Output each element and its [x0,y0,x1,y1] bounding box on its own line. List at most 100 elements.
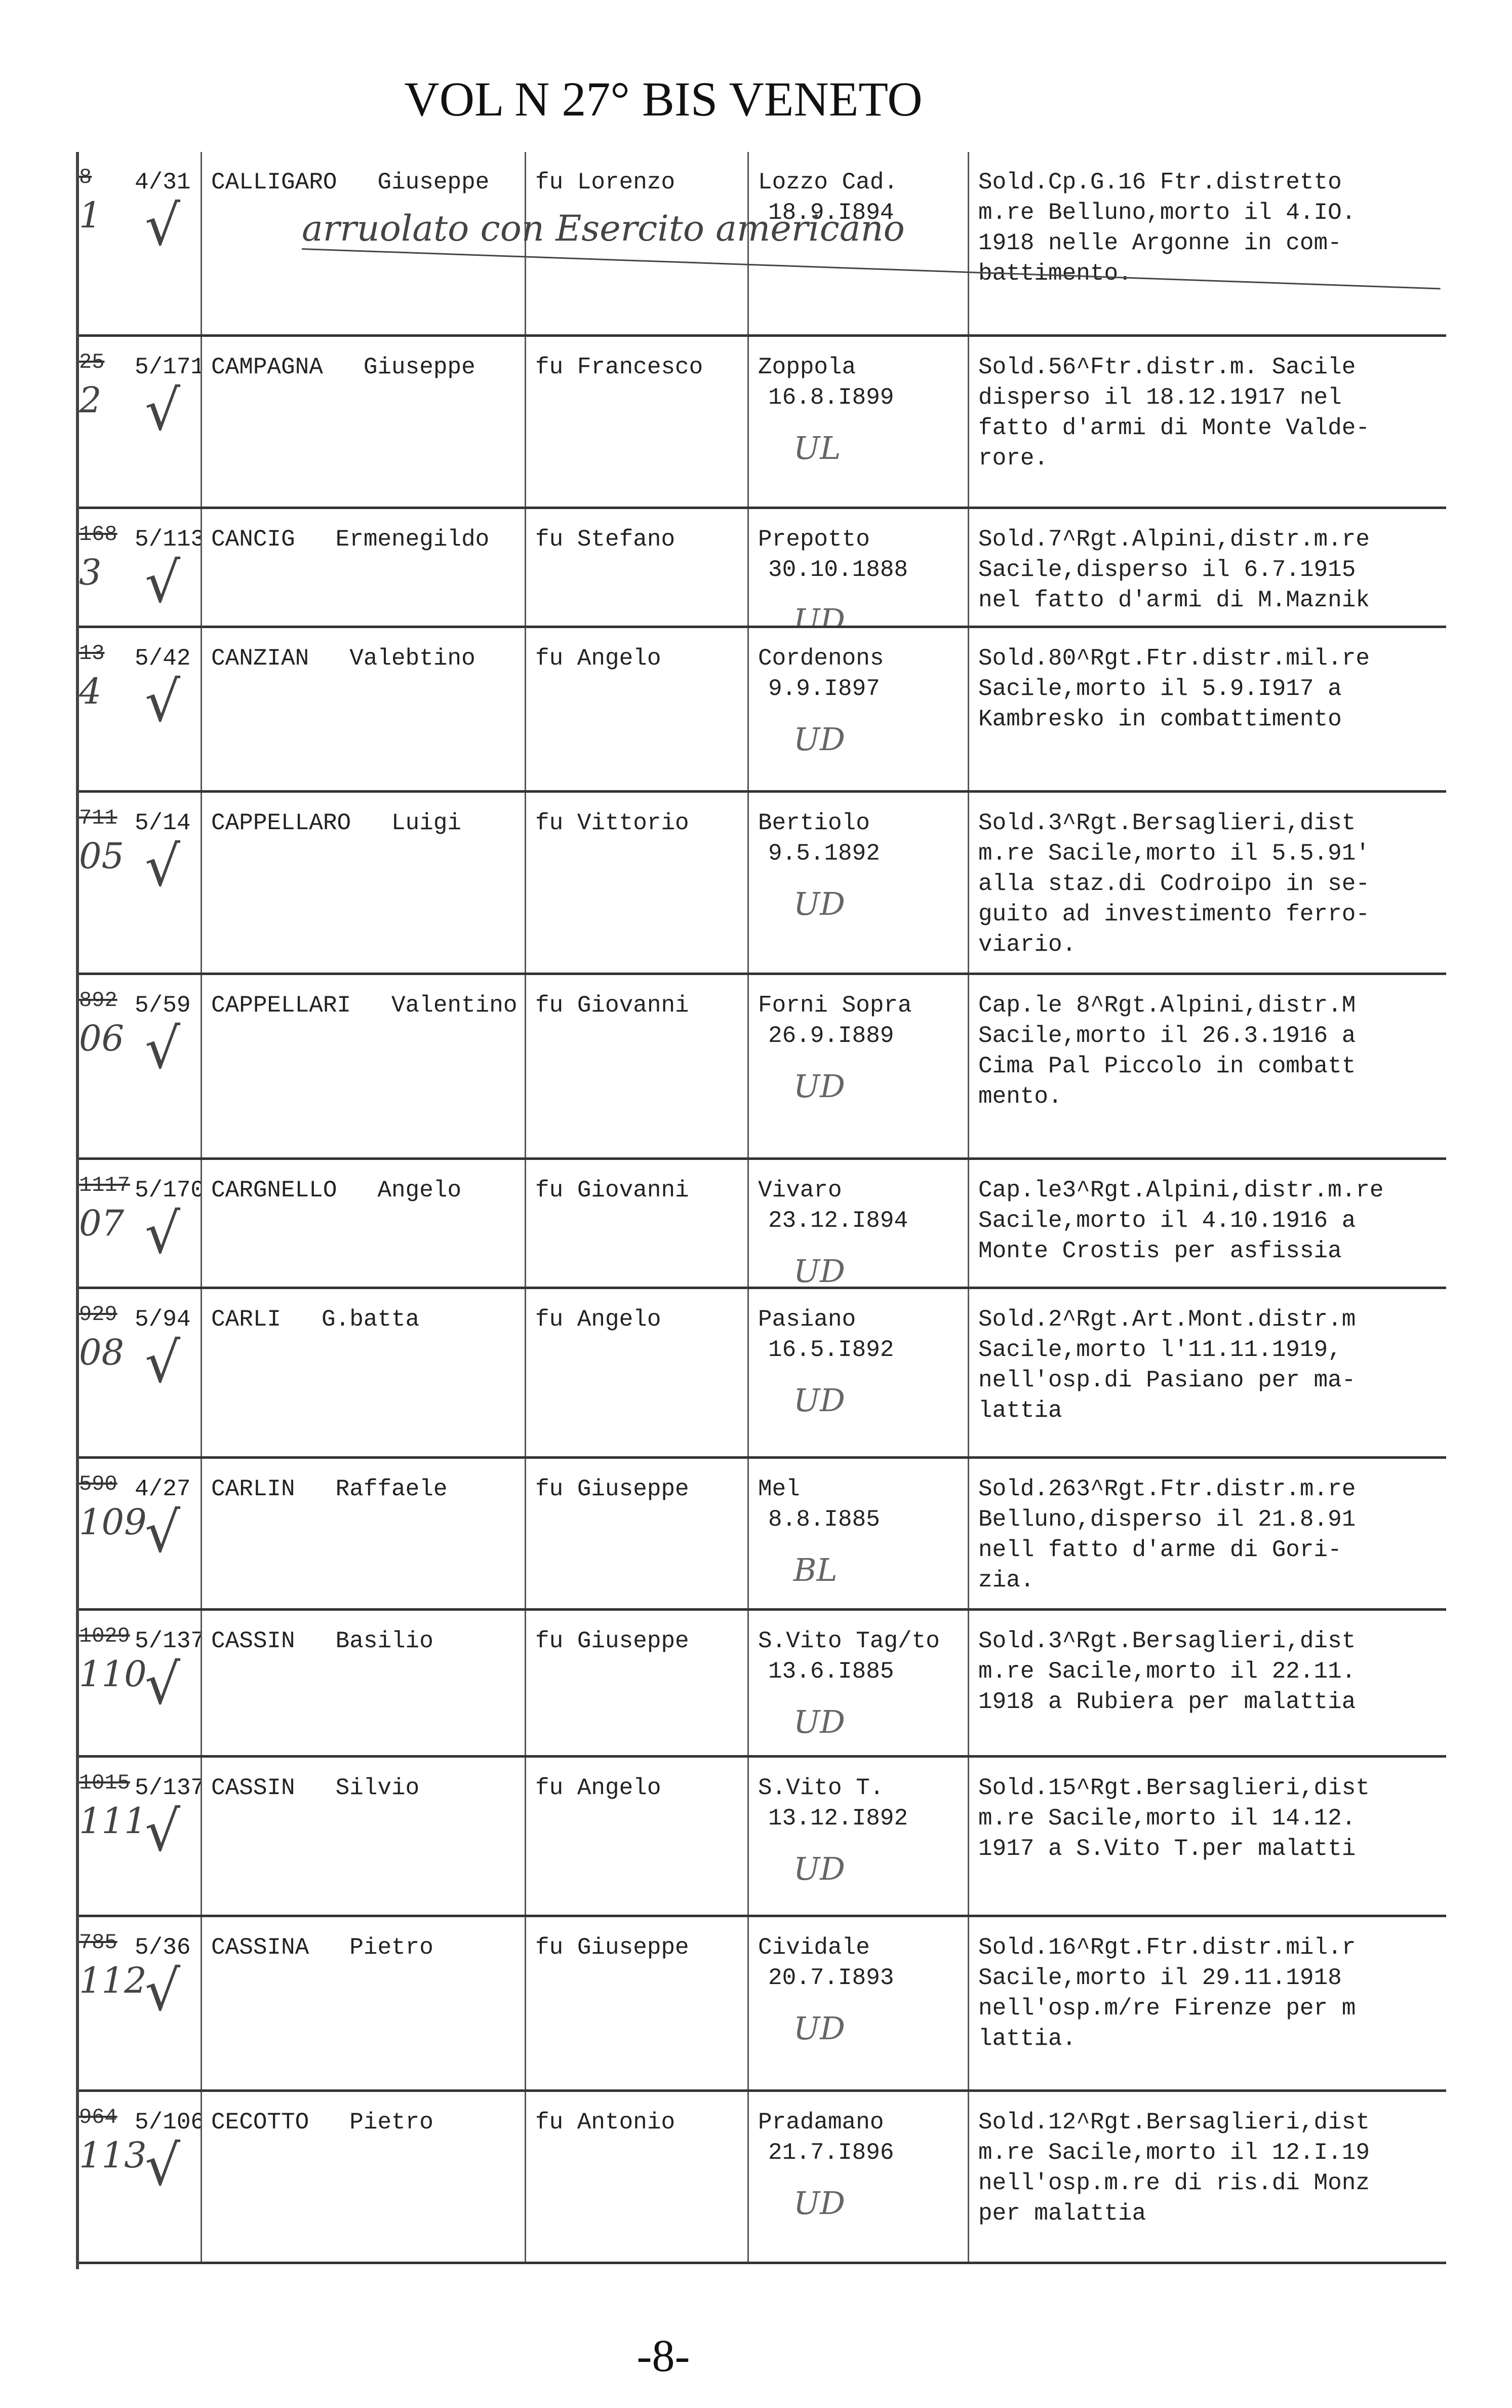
table-row: 8 1 4/31 √ CALLIGARO Giuseppe fu Lorenzo Lozzo … [79,152,1446,337]
full-name: CAPPELLARI Valentino [211,990,518,1021]
ref-box: 5/171 √ [135,352,201,438]
surname: CALLIGARO [211,169,337,196]
father-cell: fu Vittorio [525,793,747,973]
reference: 5/42 [135,645,191,672]
birthplace: Zoppola [758,354,856,380]
number-cell: 8 1 4/31 √ [79,152,201,334]
province: UD [793,1382,845,1419]
numbers: 785 112 [79,1927,147,2003]
surname: CAMPAGNA [211,354,323,380]
new-number: 110 [79,1653,147,1695]
notes-cell: Sold.12^Rgt.Bersaglieri,dist m.re Sacile,… [968,2092,1446,2262]
surname: CARLIN [211,1476,295,1502]
name-cell: CARGNELLO Angelo [201,1160,525,1287]
note-line: rore. [978,445,1049,472]
old-number: 1015 [79,1771,130,1795]
ref-box: 5/137 √ [135,1626,201,1712]
birth-cell: Mel 8.8.I885 BL [747,1459,968,1608]
old-number: 929 [79,1302,117,1327]
notes-cell: Sold.3^Rgt.Bersaglieri,dist m.re Sacile,m… [968,1611,1446,1755]
old-number: 168 [79,522,117,547]
note-line: Monte Crostis per asfissia [978,1238,1342,1264]
check-mark: √ [145,193,181,258]
full-name: CARGNELLO Angelo [211,1175,518,1206]
name-cell: CECOTTO Pietro [201,2092,525,2262]
full-name: CASSINA Pietro [211,1932,518,1963]
given-name: Valentino [391,992,518,1019]
numbers: 929 08 [79,1299,135,1375]
reference: 5/113 [135,526,201,553]
numbers: 168 3 [79,519,135,595]
surname: CAPPELLARO [211,810,351,836]
note-line: m.re Belluno,morto il 4.IO. [978,200,1356,226]
number-cell: 13 4 5/42 √ [79,628,201,790]
notes-cell: Cap.le 8^Rgt.Alpini,distr.M Sacile,morto … [968,975,1446,1157]
number-cell: 964 113 5/106 √ [79,2092,201,2262]
note-line: nell fatto d'arme di Gori- [978,1537,1342,1563]
new-number: 05 [79,835,125,877]
given-name: Angelo [377,1177,462,1203]
name-cell: CANZIAN Valebtino [201,628,525,790]
new-number: 109 [79,1501,147,1543]
new-number: 1 [79,195,102,236]
given-name: Raffaele [335,1476,448,1502]
old-number: 711 [79,806,117,830]
birthdate: 13.12.I892 [768,1805,908,1832]
given-name: Giuseppe [377,169,490,196]
check-mark: √ [145,1652,181,1717]
number-cell: 1015 111 5/137 √ [79,1758,201,1915]
full-name: CALLIGARO Giuseppe [211,167,518,198]
note-line: Cap.le 8^Rgt.Alpini,distr.M [978,992,1356,1019]
notes-cell: Sold.3^Rgt.Bersaglieri,dist m.re Sacile,m… [968,793,1446,973]
surname: CECOTTO [211,2109,309,2135]
birthplace: S.Vito T. [758,1775,884,1801]
birth-cell: Pasiano 16.5.I892 UD [747,1289,968,1456]
father-cell: fu Angelo [525,1289,747,1456]
birthdate: 16.8.I899 [768,384,894,411]
ref-box: 5/113 √ [135,524,201,610]
birthdate: 18.9.I894 [768,200,894,226]
reference: 4/31 [135,169,191,196]
check-mark: √ [145,378,181,443]
table-row: 1029 110 5/137 √ CASSIN Basilio fu Giuseppe S.V… [79,1611,1446,1758]
note-line: lattia. [978,2026,1077,2052]
note-line: zia. [978,1567,1034,1594]
given-name: Silvio [335,1775,420,1801]
numbers: 590 109 [79,1469,147,1545]
check-mark: √ [145,669,181,734]
reference: 5/106 [135,2109,201,2135]
name-cell: CAPPELLARI Valentino [201,975,525,1157]
table-row: 929 08 5/94 √ CARLI G.batta fu Angelo Pasiano 16… [79,1289,1446,1459]
given-name: Basilio [335,1628,433,1654]
note-line: 1918 a Rubiera per malattia [978,1689,1356,1715]
surname: CARGNELLO [211,1177,337,1203]
note-line: Sold.12^Rgt.Bersaglieri,dist [978,2109,1370,2135]
father-cell: fu Giuseppe [525,1459,747,1608]
note-line: Cap.le3^Rgt.Alpini,distr.m.re [978,1177,1384,1203]
birth-cell: Cividale 20.7.I893 UD [747,1917,968,2089]
birthplace: Vivaro [758,1177,842,1203]
number-cell: 929 08 5/94 √ [79,1289,201,1456]
surname: CASSINA [211,1934,309,1961]
birth-cell: Lozzo Cad. 18.9.I894 [747,152,968,334]
ref-box: 4/31 √ [135,167,190,253]
province: UD [793,1703,845,1740]
numbers: 964 113 [79,2102,147,2178]
check-mark: √ [145,1500,181,1565]
ref-box: 5/14 √ [135,808,190,894]
note-line: Sacile,morto il 26.3.1916 a [978,1023,1356,1049]
numbers: 13 4 [79,638,135,714]
note-line: Sold.2^Rgt.Art.Mont.distr.m [978,1306,1356,1333]
numbers: 1029 110 [79,1621,147,1697]
note-line: m.re Sacile,morto il 12.I.19 [978,2140,1370,2166]
title: VOL N 27° BIS VENETO [404,72,923,126]
name-cell: CASSINA Pietro [201,1917,525,2089]
birthplace: Pradamano [758,2109,884,2135]
number-cell: 1117 07 5/170 √ [79,1160,201,1287]
page-number: -8- [636,2331,690,2381]
father-cell: fu Angelo [525,628,747,790]
birth-cell: Vivaro 23.12.I894 UD [747,1160,968,1287]
old-number: 590 [79,1472,117,1496]
table-row: 13 4 5/42 √ CANZIAN Valebtino fu Angelo Cordeno… [79,628,1446,793]
birthplace: S.Vito Tag/to [758,1628,940,1654]
